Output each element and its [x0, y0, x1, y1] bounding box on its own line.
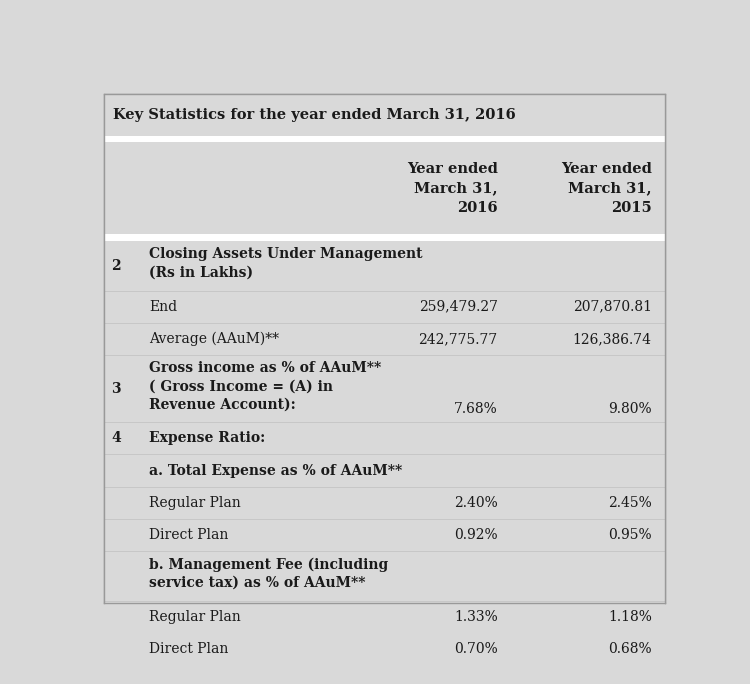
Bar [104, 518, 664, 551]
Text: 1.18%: 1.18% [608, 610, 652, 624]
Text: 7.68%: 7.68% [454, 402, 498, 416]
Text: 0.68%: 0.68% [608, 642, 652, 656]
Text: Gross income as % of AAuM**
( Gross Income = (A) in
Revenue Account):: Gross income as % of AAuM** ( Gross Inco… [149, 361, 381, 412]
Bar [104, 454, 664, 486]
Bar [104, 486, 664, 518]
Text: Regular Plan: Regular Plan [149, 610, 241, 624]
Bar [104, 601, 664, 633]
Text: Year ended
March 31,
2016: Year ended March 31, 2016 [406, 161, 498, 215]
Text: 1.33%: 1.33% [454, 610, 498, 624]
Bar [104, 136, 664, 142]
Bar [104, 235, 664, 241]
Text: 9.80%: 9.80% [608, 402, 652, 416]
Bar [104, 355, 664, 422]
Text: 2.40%: 2.40% [454, 496, 498, 510]
Text: 4: 4 [111, 432, 121, 445]
Bar [104, 291, 664, 323]
Text: a. Total Expense as % of AAuM**: a. Total Expense as % of AAuM** [149, 464, 402, 477]
Text: 0.92%: 0.92% [454, 528, 498, 542]
Text: 242,775.77: 242,775.77 [419, 332, 498, 346]
Bar [104, 422, 664, 454]
Text: 207,870.81: 207,870.81 [573, 300, 652, 314]
Text: Average (AAuM)**: Average (AAuM)** [149, 332, 279, 346]
Bar [104, 633, 664, 665]
Text: 0.70%: 0.70% [454, 642, 498, 656]
Text: End: End [149, 300, 177, 314]
Bar [104, 323, 664, 355]
Text: b. Management Fee (including
service tax) as % of AAuM**: b. Management Fee (including service tax… [149, 557, 388, 590]
Bar [104, 551, 664, 601]
Text: 259,479.27: 259,479.27 [419, 300, 498, 314]
Text: Year ended
March 31,
2015: Year ended March 31, 2015 [561, 161, 652, 215]
Text: Key Statistics for the year ended March 31, 2016: Key Statistics for the year ended March … [113, 108, 516, 122]
Text: Direct Plan: Direct Plan [149, 642, 228, 656]
Text: Expense Ratio:: Expense Ratio: [149, 432, 266, 445]
Text: 2.45%: 2.45% [608, 496, 652, 510]
Text: 0.95%: 0.95% [608, 528, 652, 542]
Text: 3: 3 [111, 382, 121, 395]
Text: Regular Plan: Regular Plan [149, 496, 241, 510]
Text: 2: 2 [111, 259, 121, 273]
Text: Direct Plan: Direct Plan [149, 528, 228, 542]
Bar [104, 142, 664, 235]
Bar [104, 94, 664, 136]
Bar [104, 241, 664, 291]
Text: Closing Assets Under Management
(Rs in Lakhs): Closing Assets Under Management (Rs in L… [149, 247, 422, 279]
Text: 126,386.74: 126,386.74 [573, 332, 652, 346]
